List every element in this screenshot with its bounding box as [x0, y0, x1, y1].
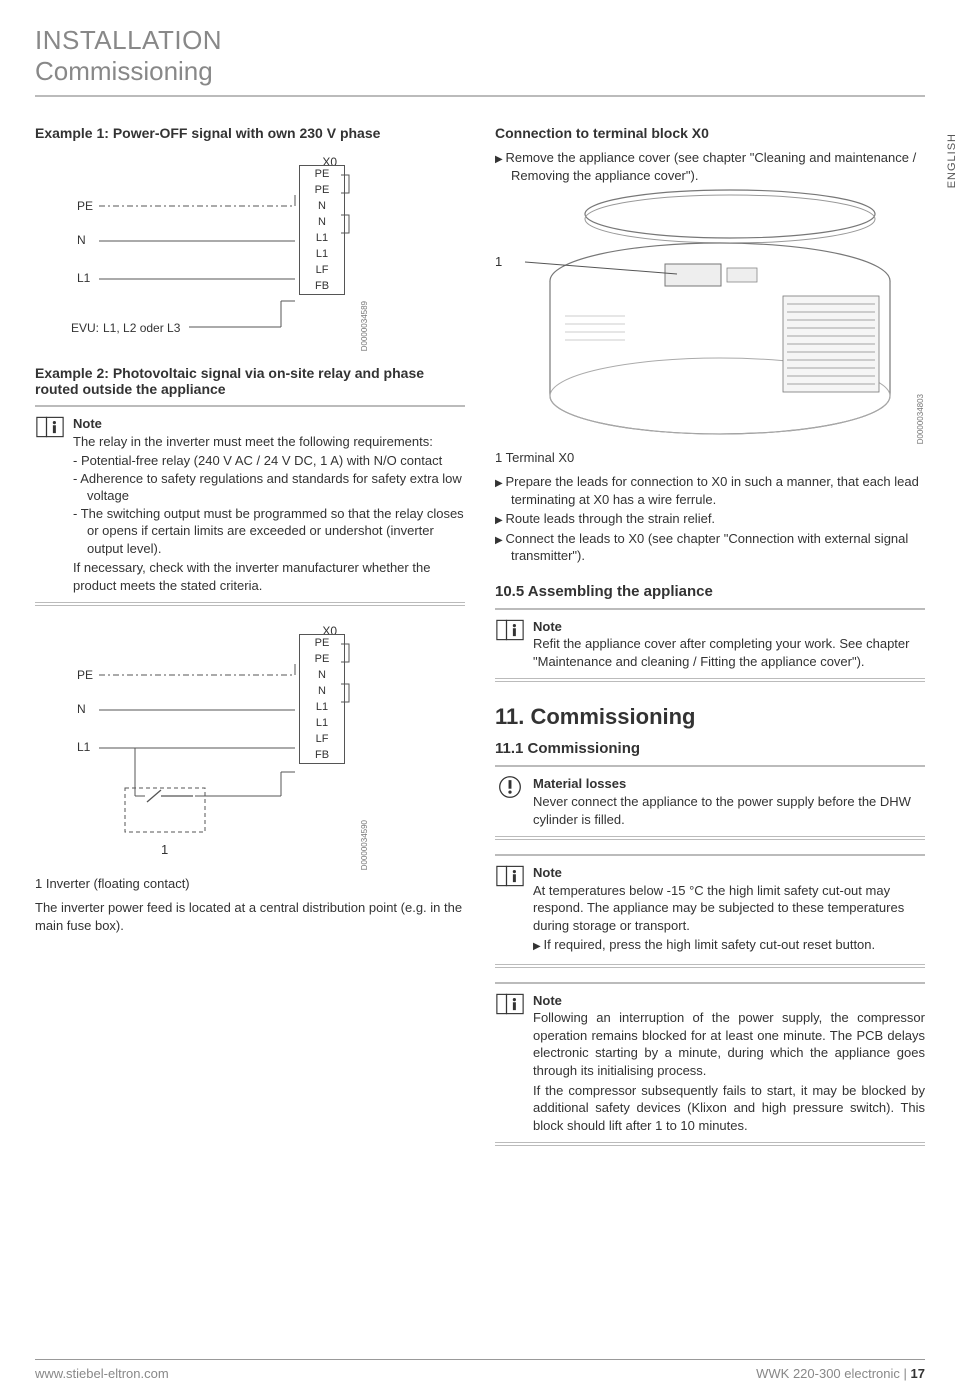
figure-number: 1	[495, 254, 502, 269]
footer-right: WWK 220-300 electronic | 17	[756, 1366, 925, 1381]
wiring-diagram-1: PE N L1 EVU: L1, L2 oder L3 X0 PE PE N N…	[35, 151, 465, 351]
info-icon	[496, 864, 524, 888]
note-relay-title: Note	[73, 416, 102, 431]
note-temp-body: Note At temperatures below -15 °C the hi…	[533, 864, 925, 956]
caption-inverter: 1 Inverter (floating contact)	[35, 876, 465, 891]
note-temp-arrow: If required, press the high limit safety…	[533, 936, 925, 954]
inverter-number: 1	[161, 842, 168, 857]
note-relay-item-0: Potential-free relay (240 V AC / 24 V DC…	[73, 452, 465, 470]
header-rule	[35, 95, 925, 97]
example2-heading: Example 2: Photovoltaic signal via on-si…	[35, 365, 465, 397]
content-columns: Example 1: Power-OFF signal with own 230…	[35, 125, 925, 1160]
note-temperature: Note At temperatures below -15 °C the hi…	[495, 864, 925, 956]
arrow-prep-1: Route leads through the strain relief.	[495, 510, 925, 528]
note-relay-item-2: The switching output must be programmed …	[73, 505, 465, 558]
conn-heading: Connection to terminal block X0	[495, 125, 925, 141]
left-column: Example 1: Power-OFF signal with own 230…	[35, 125, 465, 1160]
exclamation-icon	[496, 775, 524, 799]
page-footer: www.stiebel-eltron.com WWK 220-300 elect…	[35, 1359, 925, 1381]
wiring-diagram-2: PE N L1 X0 PE PE N N L1 L1 LF FB	[35, 620, 465, 870]
rule-before-refit	[495, 608, 925, 610]
conn-arrow-1: Remove the appliance cover (see chapter …	[495, 149, 925, 184]
rule-after-note1	[35, 602, 465, 606]
note-refit-body: Note Refit the appliance cover after com…	[533, 618, 925, 671]
right-column: ENGLISH Connection to terminal block X0 …	[495, 125, 925, 1160]
appliance-figure: 1	[495, 186, 925, 446]
rule-before-note-power	[495, 982, 925, 984]
note-refit-text: Refit the appliance cover after completi…	[533, 635, 925, 670]
note-relay-tail: If necessary, check with the inverter ma…	[73, 559, 465, 594]
note-relay-item-1: Adherence to safety regulations and stan…	[73, 470, 465, 505]
warning-body: Material losses Never connect the applia…	[533, 775, 925, 828]
conn-arrows: Remove the appliance cover (see chapter …	[495, 149, 925, 184]
page-header: INSTALLATION Commissioning	[35, 25, 925, 97]
rule-before-note-temp	[495, 854, 925, 856]
note-relay-body: Note The relay in the inverter must meet…	[73, 415, 465, 594]
example1-heading: Example 1: Power-OFF signal with own 230…	[35, 125, 465, 141]
note-refit: Note Refit the appliance cover after com…	[495, 618, 925, 671]
footer-doc: WWK 220-300 electronic	[756, 1366, 900, 1381]
info-icon	[496, 992, 524, 1016]
wiring-lines-1	[35, 151, 465, 351]
inverter-body-text: The inverter power feed is located at a …	[35, 899, 465, 934]
arrow-prep-2: Connect the leads to X0 (see chapter "Co…	[495, 530, 925, 565]
warning-text: Never connect the appliance to the power…	[533, 793, 925, 828]
note-power-interruption: Note Following an interruption of the po…	[495, 992, 925, 1134]
arrow-prep-0: Prepare the leads for connection to X0 i…	[495, 473, 925, 508]
arrows-prepare: Prepare the leads for connection to X0 i…	[495, 473, 925, 565]
footer-page: 17	[911, 1366, 925, 1381]
info-icon	[496, 618, 524, 642]
rule-before-note1	[35, 405, 465, 407]
language-tab: ENGLISH	[944, 129, 960, 192]
note-power-title: Note	[533, 993, 562, 1008]
figure-code: D0000034803	[916, 394, 925, 444]
rule-after-refit	[495, 678, 925, 682]
wiring-lines-2	[35, 620, 465, 870]
rule-after-warn	[495, 836, 925, 840]
note-power-icon	[495, 992, 525, 1134]
note-temp-text: At temperatures below -15 °C the high li…	[533, 882, 925, 935]
appliance-illustration	[495, 186, 925, 446]
rule-before-warn	[495, 765, 925, 767]
rule-after-note-power	[495, 1142, 925, 1146]
diagram2-code: D0000034590	[360, 820, 369, 870]
note-refit-icon	[495, 618, 525, 671]
header-subtitle: Commissioning	[35, 56, 925, 87]
note-relay: Note The relay in the inverter must meet…	[35, 415, 465, 594]
diagram1-code: D0000034589	[360, 301, 369, 351]
note-power-text2: If the compressor subsequently fails to …	[533, 1082, 925, 1135]
warning-icon	[495, 775, 525, 828]
note-power-body: Note Following an interruption of the po…	[533, 992, 925, 1134]
note-relay-lead: The relay in the inverter must meet the …	[73, 433, 465, 451]
warning-material-losses: Material losses Never connect the applia…	[495, 775, 925, 828]
note-power-text1: Following an interruption of the power s…	[533, 1009, 925, 1079]
note-temp-title: Note	[533, 865, 562, 880]
note-icon	[35, 415, 65, 594]
note-refit-title: Note	[533, 619, 562, 634]
note-relay-list: Potential-free relay (240 V AC / 24 V DC…	[73, 452, 465, 557]
section-10-5: 10.5 Assembling the appliance	[495, 583, 925, 600]
section-11: 11. Commissioning	[495, 704, 925, 730]
section-11-1: 11.1 Commissioning	[495, 740, 925, 757]
info-icon	[36, 415, 64, 439]
header-title: INSTALLATION	[35, 25, 925, 56]
rule-after-note-temp	[495, 964, 925, 968]
caption-terminal: 1 Terminal X0	[495, 450, 925, 465]
warning-title: Material losses	[533, 776, 626, 791]
note-temp-icon	[495, 864, 525, 956]
footer-url: www.stiebel-eltron.com	[35, 1366, 169, 1381]
